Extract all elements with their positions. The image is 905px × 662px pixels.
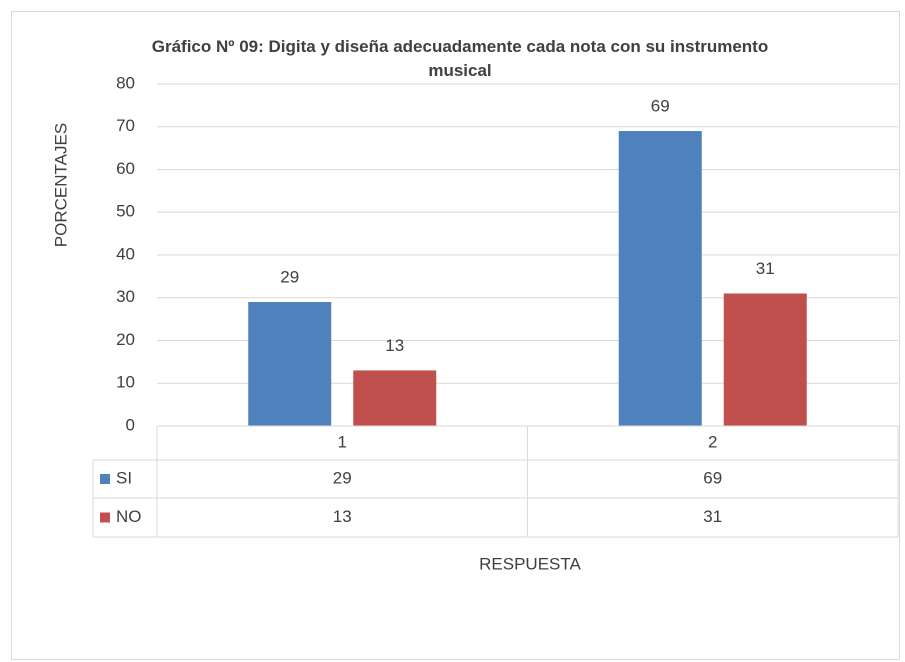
y-tick-label: 60	[116, 159, 135, 178]
y-tick-label: 50	[116, 202, 135, 221]
y-tick-label: 40	[116, 244, 135, 263]
x-axis-label: RESPUESTA	[479, 554, 581, 573]
bar	[248, 302, 332, 426]
legend-label: SI	[116, 468, 132, 487]
chart-title: Gráfico Nº 09: Digita y diseña adecuadam…	[151, 37, 769, 80]
data-label: 31	[756, 259, 775, 278]
y-tick-label: 0	[126, 415, 135, 434]
data-label: 29	[280, 268, 299, 287]
table-cell: 13	[333, 507, 352, 526]
legend-label: NO	[116, 507, 142, 526]
bar	[618, 131, 702, 426]
x-tick-label: 1	[338, 432, 347, 451]
data-label: 69	[651, 97, 670, 116]
y-axis-label: PORCENTAJES	[51, 123, 70, 247]
table-cell: 29	[333, 468, 352, 487]
bar	[353, 370, 437, 426]
data-label: 13	[385, 336, 404, 355]
table-cell: 31	[703, 507, 722, 526]
y-tick-label: 20	[116, 330, 135, 349]
bar	[723, 293, 807, 426]
y-tick-label: 10	[116, 373, 135, 392]
legend-swatch	[100, 512, 110, 523]
y-tick-label: 80	[116, 73, 135, 92]
table-cell: 69	[703, 468, 722, 487]
y-tick-label: 30	[116, 287, 135, 306]
legend-swatch	[100, 474, 110, 484]
x-tick-label: 2	[708, 432, 717, 451]
y-tick-label: 70	[116, 116, 135, 135]
